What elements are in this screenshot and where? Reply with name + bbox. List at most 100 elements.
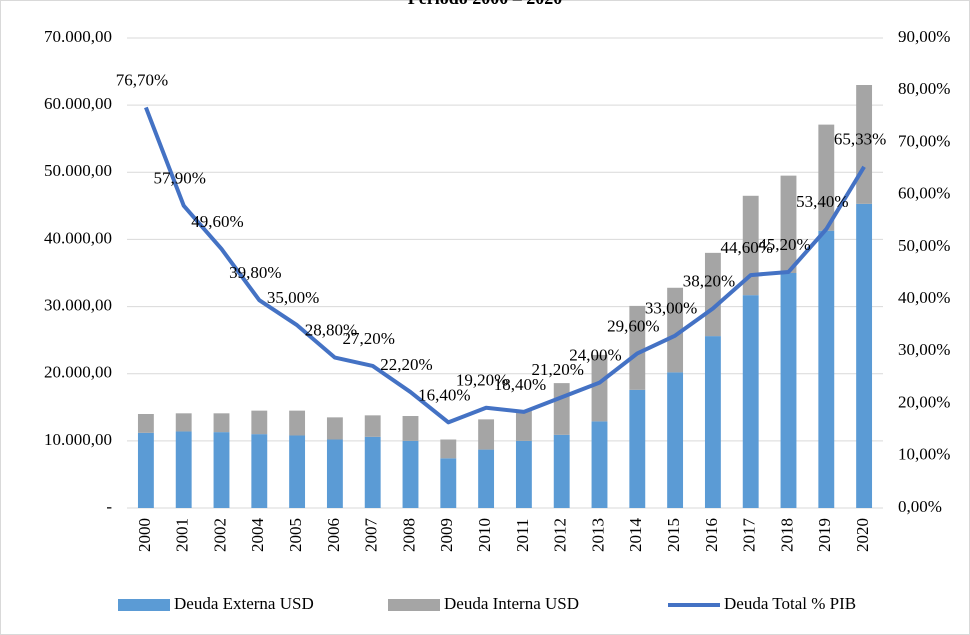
x-tick-label: 2013 [588,518,607,552]
y-tick-label: 20.000,00 [44,363,112,382]
data-label: 28,80% [305,321,357,340]
chart-title: Periodo 2000 – 2020 [408,0,563,8]
x-tick-label: 2008 [399,518,418,552]
data-label: 57,90% [153,169,205,188]
bar [326,439,343,508]
bar [289,410,306,436]
y2-tick-label: 0,00% [898,497,942,516]
bar [742,295,759,508]
y2-tick-label: 10,00% [898,445,950,464]
bar [856,203,873,509]
bar [515,409,532,441]
y2-tick-label: 60,00% [898,184,950,203]
x-tick-label: 2007 [362,518,381,553]
bar [175,413,192,432]
y2-tick-label: 50,00% [898,236,950,255]
bar [818,124,835,231]
bar [704,252,721,337]
bar [629,389,646,508]
bar [440,439,457,459]
x-tick-label: 2009 [437,518,456,552]
x-tick-label: 2018 [777,518,796,552]
bar [137,432,154,508]
bar [667,372,684,508]
data-label: 29,60% [607,316,659,335]
bar [326,417,343,440]
y2-tick-label: 40,00% [898,288,950,307]
bar [402,416,419,441]
y-tick-label: 30.000,00 [44,295,112,314]
data-label: 38,20% [683,271,735,290]
data-label: 76,70% [116,70,168,89]
bar [780,273,797,508]
data-label: 39,80% [229,263,281,282]
y-tick-label: 10.000,00 [44,430,112,449]
y2-tick-label: 30,00% [898,340,950,359]
bar [742,195,759,296]
legend-swatch [388,599,440,611]
x-tick-label: 2016 [702,518,721,552]
bar [402,440,419,508]
bar [553,434,570,508]
bar [629,305,646,390]
y2-tick-label: 80,00% [898,79,950,98]
x-tick-label: 2015 [664,518,683,552]
bar [553,383,570,435]
bar [251,434,268,508]
x-tick-label: 2006 [324,518,343,552]
x-tick-label: 2019 [815,518,834,552]
bar [591,354,608,422]
bar [364,436,381,508]
bar [478,449,495,508]
x-tick-label: 2017 [740,518,759,553]
legend-label: Deuda Interna USD [444,594,579,613]
bar [478,419,495,450]
y-tick-label: 50.000,00 [44,161,112,180]
x-tick-label: 2002 [210,518,229,552]
data-label: 49,60% [191,212,243,231]
data-label: 45,20% [758,235,810,254]
x-tick-label: 2011 [513,519,532,552]
y-tick-label: 70.000,00 [44,27,112,46]
data-label: 18,40% [494,375,546,394]
data-label: 24,00% [569,346,621,365]
legend-swatch [118,599,170,611]
bar [213,413,230,433]
data-label: 27,20% [342,329,394,348]
data-label: 16,40% [418,385,470,404]
bar [591,421,608,508]
x-tick-label: 2020 [853,518,872,552]
data-label: 53,40% [796,192,848,211]
x-tick-label: 2012 [551,518,570,552]
y-tick-label: 40.000,00 [44,228,112,247]
legend-label: Deuda Externa USD [174,594,314,613]
bar [440,458,457,508]
y2-tick-label: 90,00% [898,27,950,46]
data-label: 44,60% [720,238,772,257]
bar [704,336,721,508]
bar [175,431,192,508]
line [144,106,866,425]
y-tick-label: - [106,497,112,516]
x-tick-label: 2014 [626,518,645,553]
bar [818,230,835,508]
bar [289,435,306,508]
bar [667,287,684,373]
x-tick-label: 2010 [475,518,494,552]
bar [251,410,268,435]
data-label: 19,20% [456,371,508,390]
bar [515,440,532,508]
data-label: 65,33% [834,130,886,149]
bar [213,432,230,508]
x-tick-label: 2004 [248,518,267,553]
data-label: 33,00% [645,299,697,318]
y2-tick-label: 70,00% [898,131,950,150]
legend-label: Deuda Total % PIB [724,594,856,613]
x-tick-label: 2000 [135,518,154,552]
bar [364,415,381,437]
data-label: 21,20% [531,360,583,379]
y2-tick-label: 20,00% [898,392,950,411]
